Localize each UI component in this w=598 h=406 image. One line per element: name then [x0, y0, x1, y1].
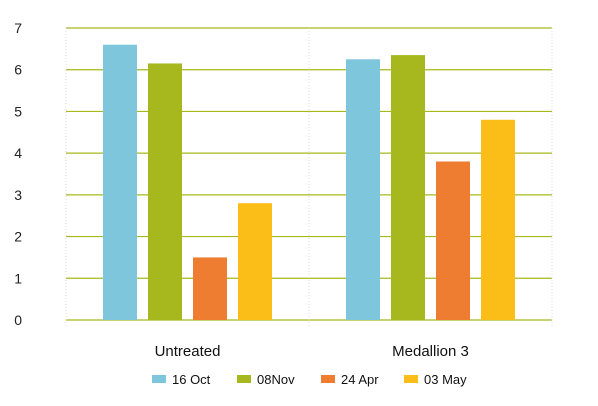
bar-24-apr-medallion-3 [436, 161, 470, 320]
y-tick-label: 6 [14, 62, 22, 78]
legend-swatch [404, 375, 418, 383]
category-label: Medallion 3 [392, 343, 469, 360]
legend-label: 16 Oct [172, 372, 211, 387]
bar-08nov-medallion-3 [391, 55, 425, 320]
y-tick-label: 5 [14, 103, 22, 119]
legend-swatch [237, 375, 251, 383]
bars [103, 44, 515, 321]
legend: 16 Oct 08Nov 24 Apr 03 May [152, 372, 467, 387]
y-tick-label: 2 [14, 229, 22, 245]
y-tick-label: 7 [14, 20, 22, 36]
bar-24-apr-untreated [193, 257, 227, 320]
y-tick-label: 1 [14, 270, 22, 286]
y-tick-label: 4 [14, 145, 22, 161]
bar-08nov-untreated [148, 63, 182, 320]
y-tick-label: 3 [14, 187, 22, 203]
legend-swatch [321, 375, 335, 383]
bar-03-may-medallion-3 [481, 119, 515, 321]
bar-03-may-untreated [238, 203, 272, 320]
bar-16-oct-medallion-3 [346, 59, 380, 321]
y-axis-tick-labels: 0 1 2 3 4 5 6 7 [14, 20, 22, 328]
category-label: Untreated [155, 343, 221, 360]
x-axis-category-labels: Untreated Medallion 3 [155, 343, 469, 360]
gridlines [65, 27, 553, 326]
y-tick-label: 0 [14, 312, 22, 328]
legend-swatch [152, 375, 166, 383]
legend-label: 24 Apr [341, 372, 379, 387]
legend-label: 03 May [424, 372, 467, 387]
legend-label: 08Nov [257, 372, 295, 387]
bar-16-oct-untreated [103, 44, 137, 320]
